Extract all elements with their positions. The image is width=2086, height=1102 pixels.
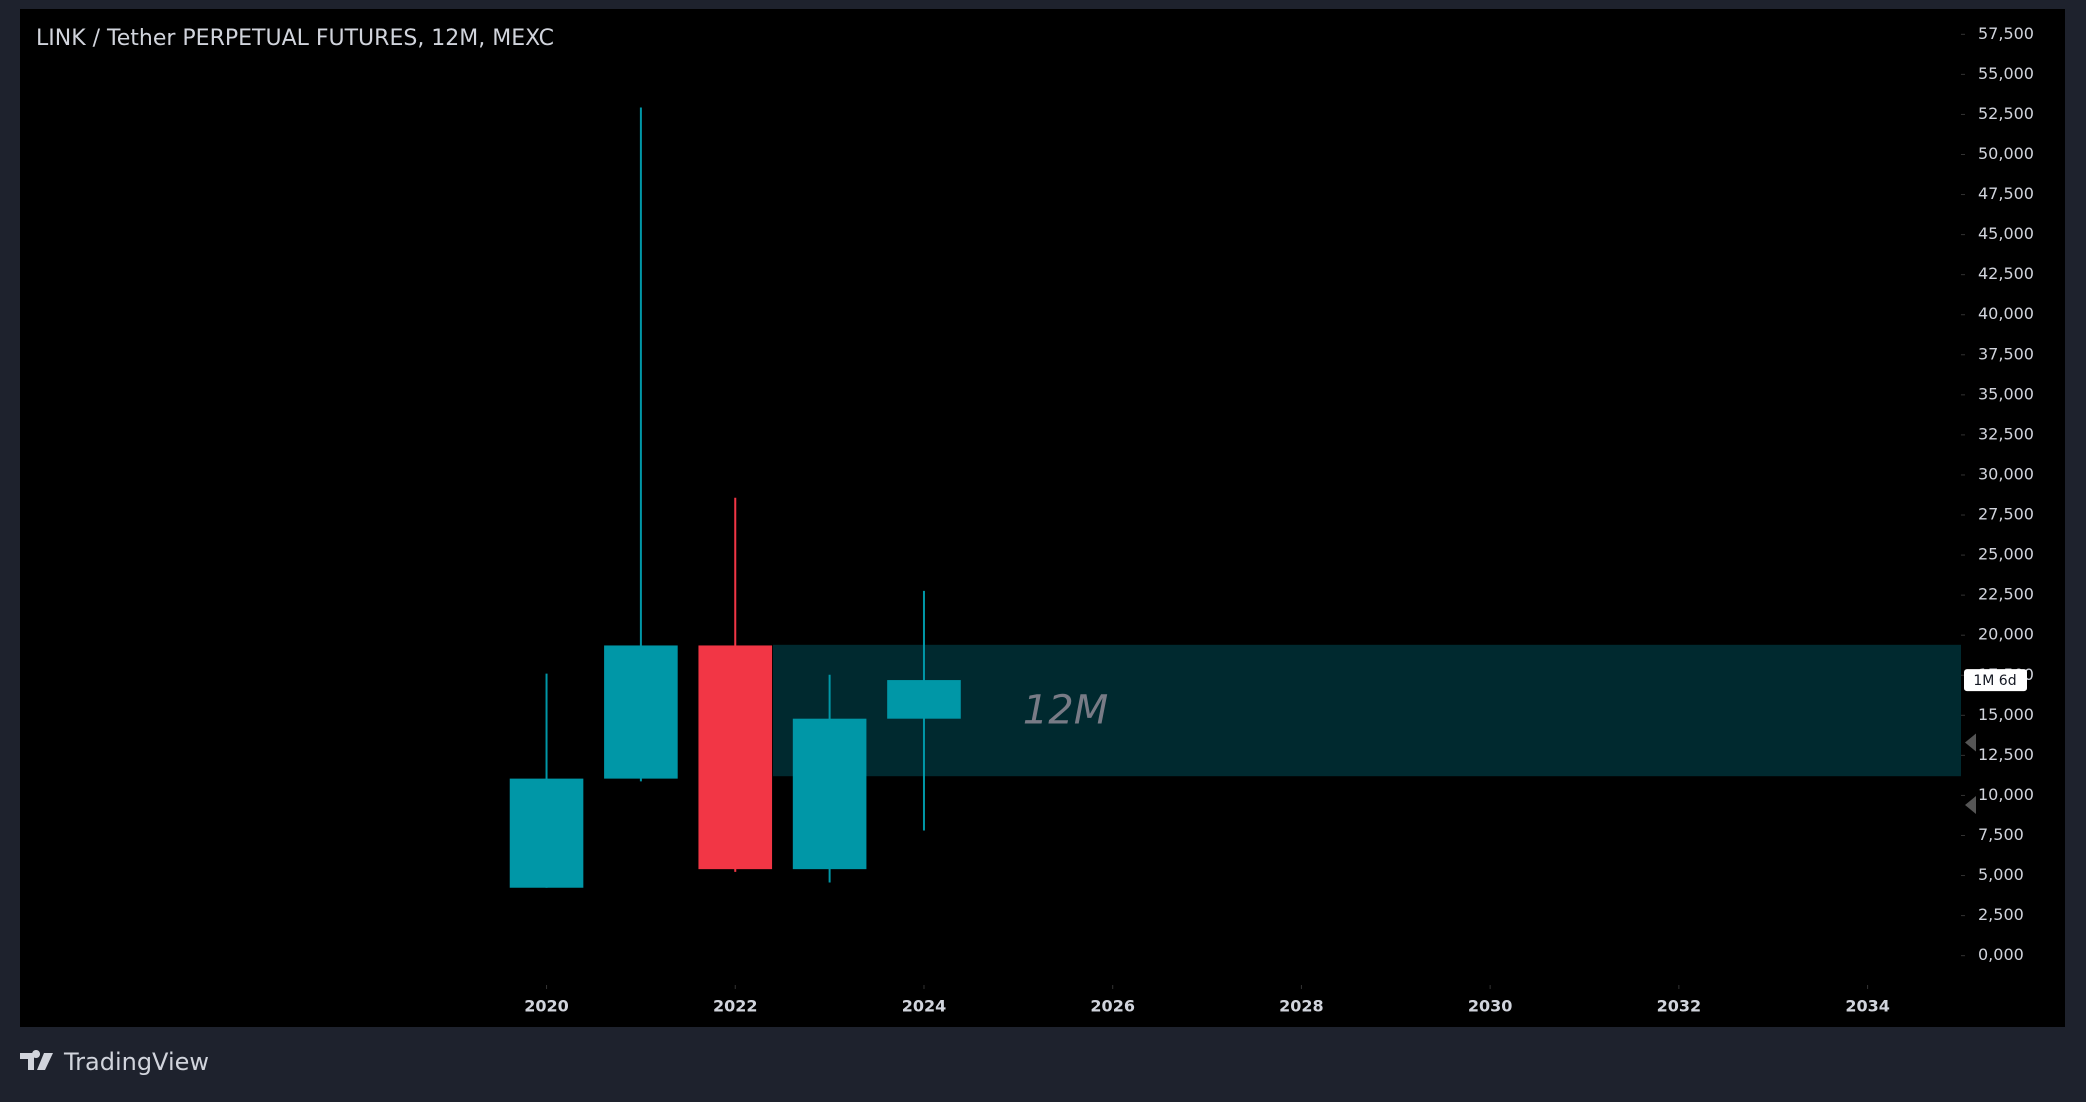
chart-panel	[20, 9, 2065, 1027]
y-tick-label: 12,500	[1978, 745, 2034, 764]
y-tick-label: 42,500	[1978, 264, 2034, 283]
y-tick-label: 5,000	[1978, 865, 2024, 884]
y-tick-label: 55,000	[1978, 64, 2034, 83]
x-tick-label: 2026	[1090, 997, 1135, 1016]
y-tick-label: 45,000	[1978, 224, 2034, 243]
candle-body	[604, 645, 678, 779]
x-tick-label: 2034	[1845, 997, 1890, 1016]
y-tick-label: 52,500	[1978, 104, 2034, 123]
y-tick-label: 2,500	[1978, 905, 2024, 924]
y-tick-label: 15,000	[1978, 705, 2034, 724]
y-tick-label: 57,500	[1978, 24, 2034, 43]
x-tick-label: 2022	[713, 997, 758, 1016]
logo: TradingView	[20, 1048, 209, 1076]
candle-body	[792, 718, 867, 870]
y-tick-label: 30,000	[1978, 464, 2034, 483]
y-tick-label: 0,000	[1978, 945, 2024, 964]
zone	[772, 644, 1961, 777]
y-tick-label: 7,500	[1978, 825, 2024, 844]
countdown-label: 1M 6d	[1973, 673, 2016, 689]
y-tick-label: 35,000	[1978, 384, 2034, 403]
candle-body	[698, 645, 773, 870]
zone-label: 12M	[1023, 688, 1108, 734]
countdown-box	[1964, 669, 2027, 692]
y-tick-label: 10,000	[1978, 785, 2034, 804]
chart-title: LINK / Tether PERPETUAL FUTURES, 12M, ME…	[36, 26, 554, 51]
y-tick-label: 25,000	[1978, 545, 2034, 564]
price-arrow	[1965, 733, 1976, 752]
x-tick-label: 2030	[1468, 997, 1513, 1016]
y-tick-label: 27,500	[1978, 505, 2034, 524]
x-tick-label: 2024	[902, 997, 947, 1016]
candle-body	[509, 778, 584, 888]
x-tick-label: 2020	[524, 997, 569, 1016]
price-arrow	[1965, 796, 1976, 815]
y-tick-label: 22,500	[1978, 585, 2034, 604]
x-tick-label: 2032	[1657, 997, 1702, 1016]
footer-brand: TradingView	[63, 1048, 209, 1076]
y-tick-label: 47,500	[1978, 184, 2034, 203]
y-tick-label: 32,500	[1978, 424, 2034, 443]
y-tick-label: 50,000	[1978, 144, 2034, 163]
y-tick-label: 20,000	[1978, 625, 2034, 644]
x-tick-label: 2028	[1279, 997, 1324, 1016]
candle-body	[887, 680, 961, 719]
y-tick-label: 37,500	[1978, 344, 2034, 363]
y-tick-label: 40,000	[1978, 304, 2034, 323]
